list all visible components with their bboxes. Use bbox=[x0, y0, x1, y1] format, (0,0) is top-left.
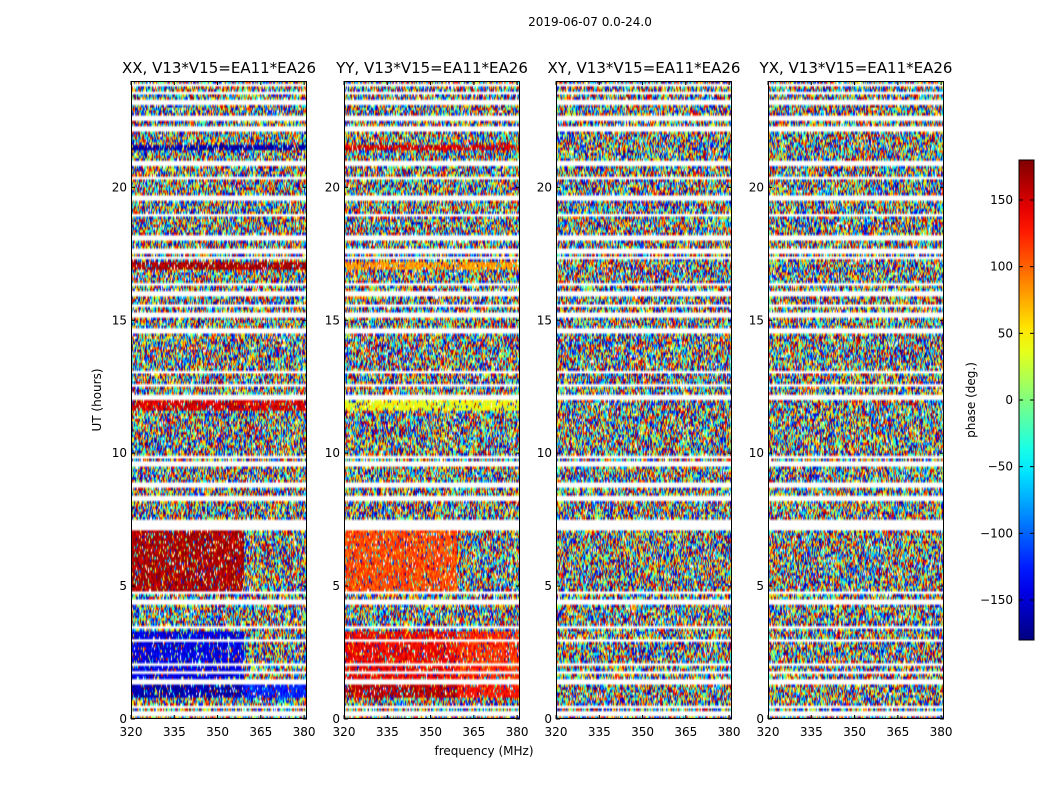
colorbar-tick-label: 50 bbox=[998, 326, 1013, 340]
x-tick-label: 350 bbox=[843, 725, 866, 739]
y-tick-label: 5 bbox=[756, 579, 764, 593]
y-tick-label: 20 bbox=[537, 180, 552, 194]
panel-1: YY, V13*V15=EA11*EA26 320 335 350 365 380 0 5 10… bbox=[325, 59, 529, 739]
plot-frame bbox=[768, 81, 944, 719]
y-tick-label: 0 bbox=[544, 712, 552, 726]
x-tick-label: 320 bbox=[545, 725, 568, 739]
panel-title: XY, V13*V15=EA11*EA26 bbox=[548, 59, 741, 77]
x-tick-label: 335 bbox=[163, 725, 186, 739]
x-axis-label: frequency (MHz) bbox=[434, 744, 533, 758]
heatmap-image bbox=[344, 81, 520, 719]
figure-title: 2019-06-07 0.0-24.0 bbox=[528, 15, 652, 29]
y-tick-label: 15 bbox=[325, 313, 340, 327]
panel-2: XY, V13*V15=EA11*EA26 320 335 350 365 380 0 5 10… bbox=[537, 59, 741, 739]
x-tick-label: 335 bbox=[800, 725, 823, 739]
y-tick-label: 10 bbox=[112, 446, 127, 460]
colorbar-tick-label: 150 bbox=[990, 193, 1013, 207]
x-tick-label: 380 bbox=[718, 725, 741, 739]
x-tick-label: 350 bbox=[419, 725, 442, 739]
colorbar-tick-label: 0 bbox=[1005, 393, 1013, 407]
x-tick-label: 335 bbox=[588, 725, 611, 739]
y-tick-label: 5 bbox=[332, 579, 340, 593]
panel-0: XX, V13*V15=EA11*EA26 320 335 350 365 380 0 5 10… bbox=[112, 59, 316, 739]
x-tick-label: 320 bbox=[120, 725, 143, 739]
plot-frame bbox=[344, 81, 520, 719]
panel-title: YY, V13*V15=EA11*EA26 bbox=[335, 59, 528, 77]
panel-title: YX, V13*V15=EA11*EA26 bbox=[759, 59, 953, 77]
colorbar-tick-label: 100 bbox=[990, 260, 1013, 274]
panel-3: YX, V13*V15=EA11*EA26 320 335 350 365 380 0 5 10… bbox=[749, 59, 953, 739]
y-tick-label: 10 bbox=[749, 446, 764, 460]
x-tick-label: 320 bbox=[757, 725, 780, 739]
x-tick-label: 365 bbox=[886, 725, 909, 739]
colorbar-tick-label: −50 bbox=[988, 460, 1013, 474]
y-tick-label: 5 bbox=[119, 579, 127, 593]
colorbar-tick-label: −100 bbox=[980, 526, 1013, 540]
colorbar-tick-label: −150 bbox=[980, 593, 1013, 607]
heatmap-image bbox=[556, 81, 732, 719]
x-tick-label: 380 bbox=[293, 725, 316, 739]
panels: XX, V13*V15=EA11*EA26 320 335 350 365 380 0 5 10… bbox=[112, 59, 953, 739]
x-tick-label: 380 bbox=[930, 725, 953, 739]
plot-frame bbox=[556, 81, 732, 719]
heatmap-image bbox=[131, 81, 307, 719]
x-tick-label: 365 bbox=[462, 725, 485, 739]
x-tick-label: 335 bbox=[376, 725, 399, 739]
x-tick-label: 350 bbox=[631, 725, 654, 739]
y-tick-label: 0 bbox=[756, 712, 764, 726]
colorbar: −150 −100 −50 0 50 100 150 bbox=[980, 159, 1035, 641]
x-tick-label: 380 bbox=[506, 725, 529, 739]
y-tick-label: 5 bbox=[544, 579, 552, 593]
y-tick-label: 15 bbox=[749, 313, 764, 327]
y-tick-label: 10 bbox=[537, 446, 552, 460]
y-tick-label: 0 bbox=[119, 712, 127, 726]
x-tick-label: 365 bbox=[249, 725, 272, 739]
y-tick-label: 20 bbox=[112, 180, 127, 194]
colorbar-label: phase (deg.) bbox=[964, 362, 978, 438]
y-tick-label: 15 bbox=[112, 313, 127, 327]
y-tick-label: 0 bbox=[332, 712, 340, 726]
y-tick-label: 20 bbox=[749, 180, 764, 194]
y-tick-label: 10 bbox=[325, 446, 340, 460]
plot-frame bbox=[131, 81, 307, 719]
y-tick-label: 20 bbox=[325, 180, 340, 194]
y-axis-label: UT (hours) bbox=[90, 368, 104, 431]
x-tick-label: 365 bbox=[674, 725, 697, 739]
panel-title: XX, V13*V15=EA11*EA26 bbox=[122, 59, 316, 77]
x-tick-label: 320 bbox=[333, 725, 356, 739]
y-tick-label: 15 bbox=[537, 313, 552, 327]
heatmap-image bbox=[768, 81, 944, 719]
x-tick-label: 350 bbox=[206, 725, 229, 739]
